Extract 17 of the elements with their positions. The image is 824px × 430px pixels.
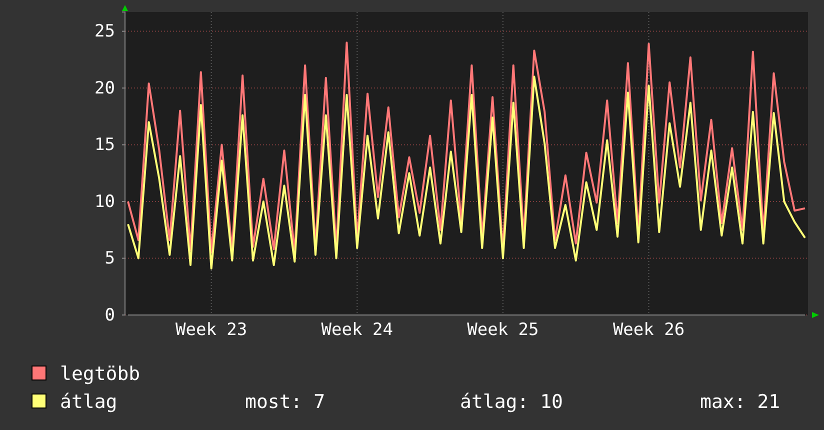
line-series [127, 76, 806, 270]
text: átlag: 10 [460, 391, 563, 413]
text: most: 7 [245, 391, 326, 413]
y-tick-label: 25 [94, 22, 115, 42]
text: max: 21 [700, 391, 780, 413]
x-tick-label: Week 26 [612, 320, 685, 340]
x-tick-label: Week 25 [467, 320, 539, 340]
y-tick-label: 5 [104, 248, 115, 269]
y-tick-label: 15 [94, 135, 115, 156]
x-tick-label: Week 23 [175, 320, 248, 340]
y-tick-label: 0 [104, 305, 115, 326]
y-tick-label: 20 [94, 78, 115, 98]
line-series [127, 42, 806, 254]
y-tick-label: 10 [94, 192, 115, 212]
x-tick-label: Week 24 [321, 320, 393, 340]
legend-label: átlag [60, 391, 118, 413]
legend-label: legtöbb [60, 363, 140, 385]
